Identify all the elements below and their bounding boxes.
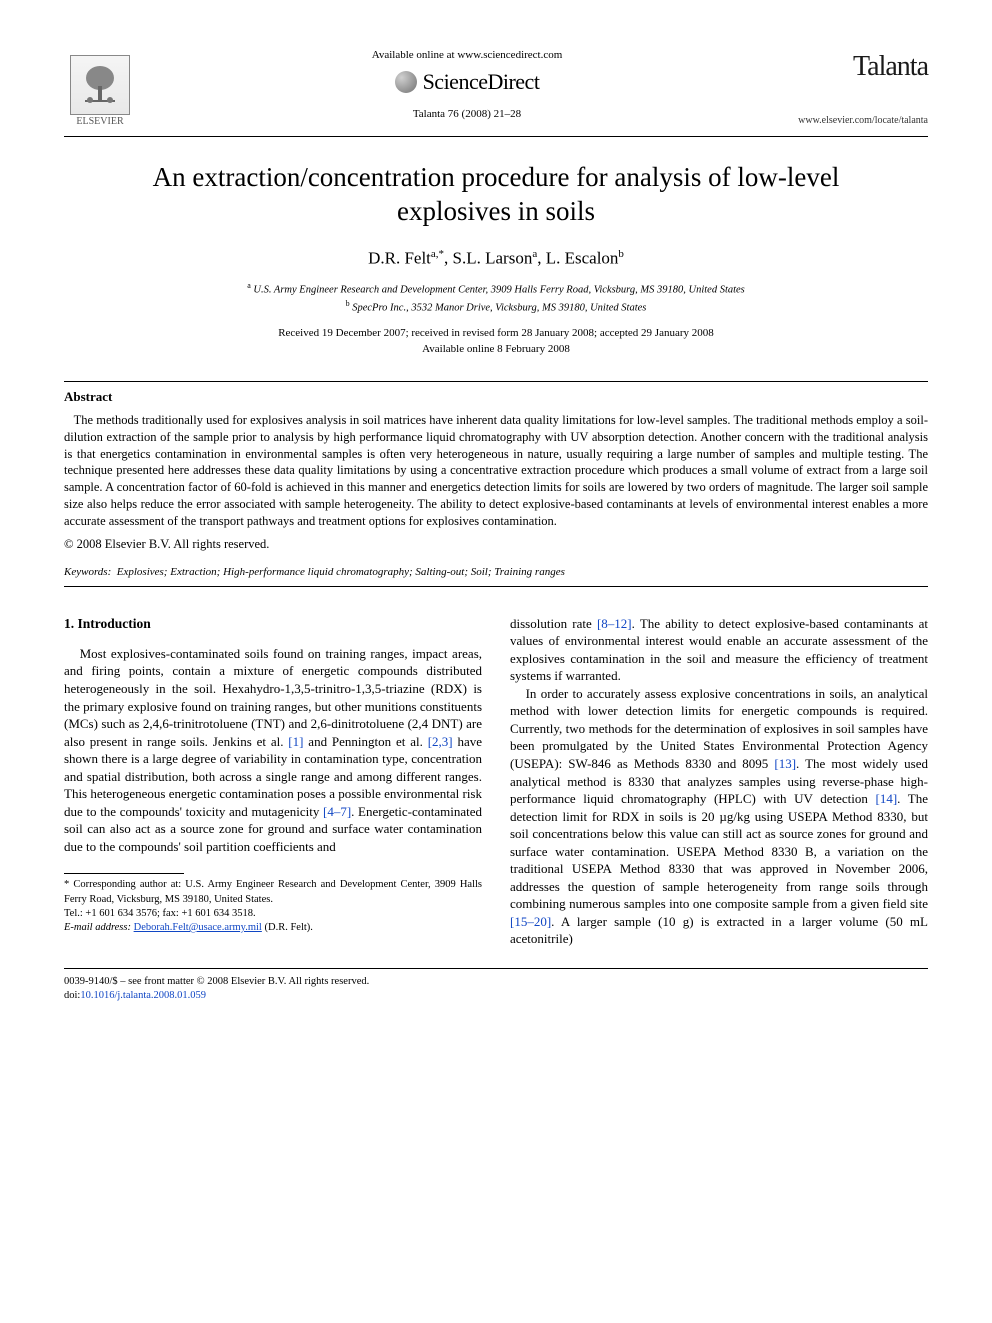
ref-1[interactable]: [1] bbox=[288, 734, 303, 749]
author-2-affil: a bbox=[532, 248, 537, 260]
right-column: dissolution rate [8–12]. The ability to … bbox=[510, 615, 928, 948]
right-text-a: dissolution rate bbox=[510, 616, 597, 631]
header-rule bbox=[64, 136, 928, 137]
ref-4-7[interactable]: [4–7] bbox=[323, 804, 351, 819]
right-text-2d: . A larger sample (10 g) is extracted in… bbox=[510, 914, 928, 947]
corresponding-tel: Tel.: +1 601 634 3576; fax: +1 601 634 3… bbox=[64, 907, 482, 921]
keywords-list: Explosives; Extraction; High-performance… bbox=[117, 566, 565, 578]
center-header: Available online at www.sciencedirect.co… bbox=[136, 48, 798, 121]
affiliation-b: b SpecPro Inc., 3532 Manor Drive, Vicksb… bbox=[64, 298, 928, 316]
elsevier-tree-icon bbox=[70, 55, 130, 115]
affil-b-text: SpecPro Inc., 3532 Manor Drive, Vicksbur… bbox=[352, 303, 646, 314]
intro-paragraph-right-1: dissolution rate [8–12]. The ability to … bbox=[510, 615, 928, 685]
abstract-body: The methods traditionally used for explo… bbox=[64, 412, 928, 530]
email-who: (D.R. Felt). bbox=[264, 922, 312, 933]
abstract-bottom-rule bbox=[64, 586, 928, 587]
intro-paragraph-right-2: In order to accurately assess explosive … bbox=[510, 685, 928, 948]
authors-line: D.R. Felta,*, S.L. Larsona, L. Escalonb bbox=[64, 247, 928, 271]
corresponding-email-line: E-mail address: Deborah.Felt@usace.army.… bbox=[64, 921, 482, 935]
page-header: ELSEVIER Available online at www.science… bbox=[64, 48, 928, 128]
author-3: L. Escalon bbox=[546, 248, 619, 267]
abstract-copyright: © 2008 Elsevier B.V. All rights reserved… bbox=[64, 536, 928, 553]
journal-url[interactable]: www.elsevier.com/locate/talanta bbox=[798, 114, 928, 128]
page-footer: 0039-9140/$ – see front matter © 2008 El… bbox=[64, 975, 928, 1003]
keywords-label: Keywords: bbox=[64, 566, 111, 578]
elsevier-logo: ELSEVIER bbox=[64, 48, 136, 128]
author-3-affil: b bbox=[618, 248, 624, 260]
issn-line: 0039-9140/$ – see front matter © 2008 El… bbox=[64, 975, 928, 989]
intro-paragraph-left: Most explosives-contaminated soils found… bbox=[64, 645, 482, 856]
email-label: E-mail address: bbox=[64, 922, 131, 933]
affiliation-a: a U.S. Army Engineer Research and Develo… bbox=[64, 280, 928, 298]
publisher-name: ELSEVIER bbox=[76, 115, 123, 129]
corresponding-author: * Corresponding author at: U.S. Army Eng… bbox=[64, 878, 482, 906]
affil-a-sup: a bbox=[247, 281, 251, 290]
affil-b-sup: b bbox=[346, 299, 350, 308]
available-online-text: Available online at www.sciencedirect.co… bbox=[152, 48, 782, 63]
article-title: An extraction/concentration procedure fo… bbox=[136, 161, 856, 229]
section-1-heading: 1. Introduction bbox=[64, 615, 482, 633]
abstract-top-rule bbox=[64, 381, 928, 382]
dates-line1: Received 19 December 2007; received in r… bbox=[64, 326, 928, 341]
footnotes: * Corresponding author at: U.S. Army Eng… bbox=[64, 878, 482, 935]
ref-2-3[interactable]: [2,3] bbox=[428, 734, 453, 749]
keywords-line: Keywords: Explosives; Extraction; High-p… bbox=[64, 565, 928, 580]
journal-name: Talanta bbox=[798, 48, 928, 86]
doi-value[interactable]: 10.1016/j.talanta.2008.01.059 bbox=[80, 990, 206, 1001]
author-1: D.R. Felt bbox=[368, 248, 431, 267]
ref-14[interactable]: [14] bbox=[876, 791, 898, 806]
author-1-affil: a, bbox=[431, 248, 439, 260]
sciencedirect-ball-icon bbox=[395, 71, 417, 93]
doi-label: doi: bbox=[64, 990, 80, 1001]
sciencedirect-logo: ScienceDirect bbox=[152, 67, 782, 97]
ref-13[interactable]: [13] bbox=[774, 756, 796, 771]
ref-15-20[interactable]: [15–20] bbox=[510, 914, 551, 929]
dates-line2: Available online 8 February 2008 bbox=[64, 342, 928, 357]
left-column: 1. Introduction Most explosives-contamin… bbox=[64, 615, 482, 948]
right-text-2c: . The detection limit for RDX in soils i… bbox=[510, 791, 928, 911]
doi-line: doi:10.1016/j.talanta.2008.01.059 bbox=[64, 989, 928, 1003]
intro-text-b: and Pennington et al. bbox=[303, 734, 427, 749]
affiliations: a U.S. Army Engineer Research and Develo… bbox=[64, 280, 928, 316]
journal-logo-block: Talanta www.elsevier.com/locate/talanta bbox=[798, 48, 928, 127]
abstract-text: The methods traditionally used for explo… bbox=[64, 413, 928, 528]
ref-8-12[interactable]: [8–12] bbox=[597, 616, 632, 631]
journal-reference: Talanta 76 (2008) 21–28 bbox=[152, 107, 782, 122]
footer-rule bbox=[64, 968, 928, 969]
sciencedirect-text: ScienceDirect bbox=[423, 67, 540, 97]
abstract-heading: Abstract bbox=[64, 388, 928, 406]
affil-a-text: U.S. Army Engineer Research and Developm… bbox=[253, 285, 744, 296]
author-1-star: * bbox=[439, 248, 445, 260]
author-2: S.L. Larson bbox=[453, 248, 533, 267]
tree-icon bbox=[75, 60, 125, 110]
article-dates: Received 19 December 2007; received in r… bbox=[64, 326, 928, 357]
body-columns: 1. Introduction Most explosives-contamin… bbox=[64, 615, 928, 948]
footnote-rule bbox=[64, 873, 184, 874]
email-address[interactable]: Deborah.Felt@usace.army.mil bbox=[134, 922, 262, 933]
